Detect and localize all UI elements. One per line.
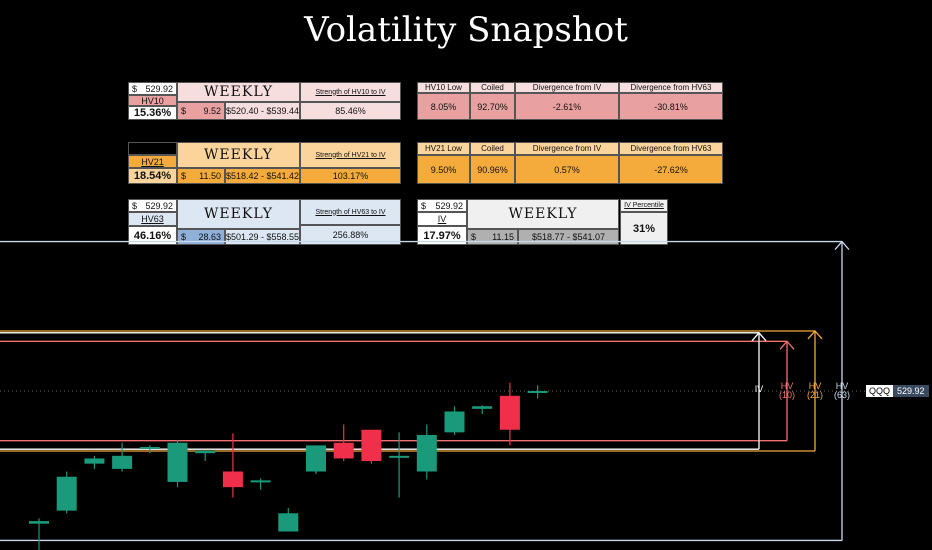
candles (29, 382, 548, 550)
hv10-move: 9.52 (203, 106, 221, 116)
hv21-move: 11.50 (199, 171, 221, 181)
candle-body (527, 391, 548, 393)
ticker-tag: QQQ 529.92 (866, 385, 929, 397)
hv21-strength-label: Strength of HV21 to IV (300, 142, 401, 168)
hv10-period: WEEKLY (177, 82, 300, 102)
iv-period: WEEKLY (467, 199, 619, 229)
dollar-sign: $ (181, 171, 187, 181)
candle-body (416, 434, 437, 472)
hv21-range: $518.42 - $541.42 (225, 168, 300, 184)
candle-body (333, 442, 354, 459)
hv10-line-label: HV (781, 381, 794, 391)
iv-price: 529.92 (435, 200, 463, 211)
hv21-line-label: HV (809, 381, 822, 391)
candle-body (250, 480, 271, 483)
hv63-value: 46.16% (128, 226, 177, 245)
hv63-period: WEEKLY (177, 199, 300, 229)
iv-percentile: 31% (620, 212, 668, 245)
hv21-blank-cell (128, 142, 177, 155)
hv21-stat-value: 9.50% (417, 155, 470, 184)
hv21-line-label-period: (21) (807, 390, 823, 400)
iv-percentile-label: IV Percentile (620, 199, 668, 212)
candle-body (389, 455, 410, 458)
hv21-strength: 103.17% (300, 168, 401, 184)
hv21-label: HV21 (128, 155, 177, 168)
hv21-stat-value: 90.96% (470, 155, 515, 184)
hv10-move-cell: $9.52 (177, 102, 225, 120)
hv10-price: 529.92 (145, 83, 173, 94)
hv21-stat-header: Divergence from IV (515, 142, 619, 155)
candle-body (306, 445, 326, 472)
candle-body (139, 446, 160, 449)
candle-body (361, 429, 382, 462)
hv10-stat-header: Divergence from IV (515, 82, 619, 93)
hv63-price-cell: $529.92 (128, 199, 177, 212)
hv10-stat-value: 92.70% (470, 93, 515, 120)
hv10-price-cell: $529.92 (128, 82, 177, 95)
dollar-sign: $ (132, 83, 138, 94)
hv63-price: 529.92 (145, 200, 173, 211)
candle-body (84, 458, 105, 464)
candle-body (29, 521, 49, 524)
candle-body (112, 455, 133, 469)
candle-body (444, 411, 465, 433)
hv10-stat-value: -30.81% (619, 93, 723, 120)
candle-body (278, 513, 299, 532)
hv10-strength: 85.46% (300, 102, 401, 120)
chart-labels: IV HV (10) HV (21) HV (63) (755, 381, 850, 400)
last-price: 529.92 (893, 385, 929, 397)
iv-value: 17.97% (417, 226, 467, 245)
iv-move: 11.15 (492, 232, 514, 242)
hv21-move-cell: $11.50 (177, 168, 225, 184)
hv10-value: 15.36% (128, 106, 177, 120)
hv63-label: HV63 (128, 212, 177, 226)
hv10-arrow-head (779, 340, 795, 350)
hv21-stat-value: 0.57% (515, 155, 619, 184)
candle-body (195, 450, 216, 454)
iv-price-cell: $529.92 (417, 199, 467, 212)
hv21-stat-header: Divergence from HV63 (619, 142, 723, 155)
page-title: Volatility Snapshot (304, 10, 628, 50)
ticker-symbol: QQQ (866, 385, 894, 397)
hv10-stat-value: -2.61% (515, 93, 619, 120)
dollar-sign: $ (181, 232, 187, 242)
iv-line-label: IV (755, 384, 764, 394)
hv10-range: $520.40 - $539.44 (225, 102, 300, 120)
hv10-strength-label: Strength of HV10 to IV (300, 82, 401, 102)
hv21-stat-header: HV21 Low (417, 142, 470, 155)
hv10-label: HV10 (128, 95, 177, 106)
dollar-sign: $ (471, 232, 477, 242)
hv21-stat-header: Coiled (470, 142, 515, 155)
hv63-strength: 256.88% (300, 225, 401, 245)
hv63-line-label-period: (63) (834, 390, 850, 400)
hv10-stat-header: HV10 Low (417, 82, 470, 93)
candle-body (222, 471, 243, 488)
candle-body (499, 395, 520, 430)
hv21-stat-value: -27.62% (619, 155, 723, 184)
iv-arrow-head (751, 331, 767, 342)
dollar-sign: $ (132, 200, 138, 211)
hv21-period: WEEKLY (177, 142, 300, 168)
candle-body (56, 476, 77, 511)
hv10-line-label-period: (10) (779, 390, 795, 400)
hv10-stat-value: 8.05% (417, 93, 470, 120)
hv63-strength-label: Strength of HV63 to IV (300, 199, 401, 225)
hv63-arrow-head (834, 240, 850, 250)
iv-label: IV (417, 212, 467, 226)
candle-body (472, 406, 493, 409)
hv10-stat-header: Divergence from HV63 (619, 82, 723, 93)
dollar-sign: $ (421, 200, 427, 211)
level-lines (0, 240, 866, 542)
dollar-sign: $ (181, 106, 187, 116)
hv63-move: 28.63 (198, 232, 221, 242)
hv21-arrow-head (807, 329, 823, 340)
candle-body (167, 442, 188, 482)
hv21-value: 18.54% (128, 168, 177, 184)
hv63-line-label: HV (836, 381, 849, 391)
hv10-stat-header: Coiled (470, 82, 515, 93)
